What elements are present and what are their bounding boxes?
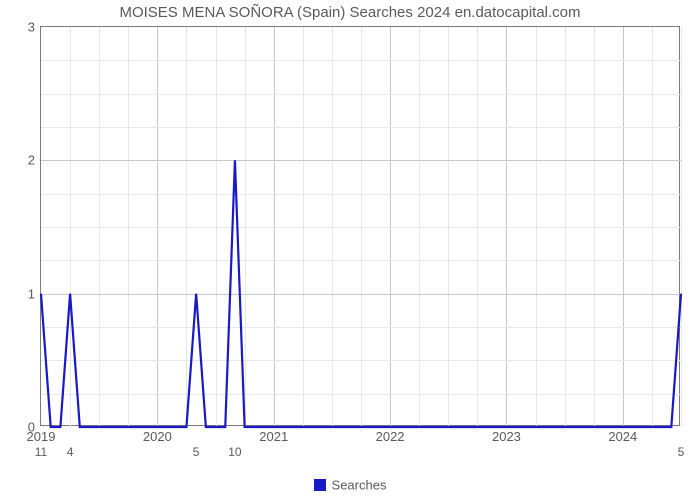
x-tick-label: 2019 — [27, 429, 56, 444]
data-point-label: 11 — [35, 445, 47, 459]
data-point-label: 10 — [228, 445, 241, 459]
y-tick-label: 3 — [28, 20, 35, 35]
x-tick-label: 2020 — [143, 429, 172, 444]
x-tick-label: 2022 — [376, 429, 405, 444]
data-point-label: 5 — [193, 445, 200, 459]
plot-area: 01232019202020212022202320241145105 — [40, 26, 680, 426]
chart-title: MOISES MENA SOÑORA (Spain) Searches 2024… — [0, 4, 700, 21]
x-tick-label: 2021 — [259, 429, 288, 444]
y-tick-label: 2 — [28, 153, 35, 168]
data-point-label: 4 — [67, 445, 74, 459]
legend-swatch — [314, 479, 326, 491]
data-point-label: 5 — [678, 445, 685, 459]
x-tick-label: 2023 — [492, 429, 521, 444]
x-tick-label: 2024 — [608, 429, 637, 444]
legend: Searches — [0, 476, 700, 494]
legend-label: Searches — [332, 477, 387, 492]
y-tick-label: 1 — [28, 286, 35, 301]
series-line — [41, 27, 681, 427]
